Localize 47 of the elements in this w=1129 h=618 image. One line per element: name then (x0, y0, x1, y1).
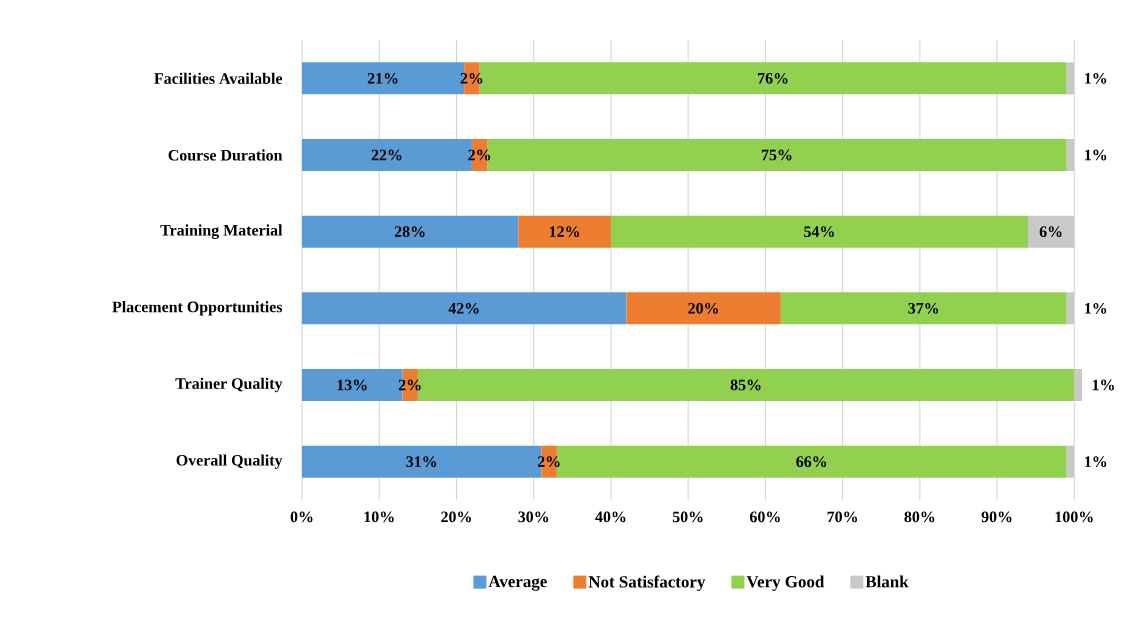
data-label: 1% (1085, 456, 1107, 468)
data-label: 85% (730, 379, 761, 391)
data-label: 1% (1085, 149, 1107, 161)
bar (518, 215, 611, 248)
x-tick-label: 100% (1055, 511, 1093, 523)
data-label: 1% (1085, 302, 1107, 314)
y-tick-label: Placement Opportunities (112, 301, 283, 316)
x-tick-label: 0% (290, 511, 313, 523)
legend-label: Blank (865, 575, 909, 588)
legend-label: Average (488, 575, 547, 591)
data-label: 54% (804, 226, 834, 238)
data-label: 31% (406, 456, 437, 468)
data-label: 37% (908, 302, 939, 314)
data-label: 76% (758, 72, 788, 84)
legend-label: Not Satisfactory (588, 575, 706, 592)
x-tick-label: 80% (904, 511, 935, 523)
x-tick-label: 70% (827, 511, 858, 523)
data-label: 75% (761, 149, 792, 161)
x-tick-label: 50% (672, 511, 703, 523)
x-tick-label: 60% (749, 511, 780, 523)
y-tick-label: Course Duration (168, 149, 283, 161)
data-label: 13% (337, 379, 367, 391)
data-label: 6% (1039, 226, 1062, 238)
data-label: 42% (448, 302, 479, 314)
bar (780, 292, 1067, 325)
data-label: 1% (1092, 379, 1114, 391)
y-tick-label: Facilities Available (154, 72, 283, 84)
bar (610, 215, 1028, 248)
data-label: 66% (796, 456, 827, 468)
x-tick-label: 20% (441, 511, 471, 523)
y-tick-label: Overall Quality (176, 454, 283, 469)
data-label: 28% (394, 226, 425, 238)
y-tick-label: Training Material (160, 224, 283, 239)
legend-label: Very Good (746, 575, 825, 591)
bar (626, 292, 781, 325)
x-tick-label: 90% (981, 511, 1012, 523)
data-label: 1% (1085, 72, 1107, 84)
bar (302, 215, 519, 248)
x-tick-label: 30% (518, 511, 549, 523)
x-tick-label: 10% (364, 511, 394, 523)
data-label: 12% (549, 226, 580, 238)
y-tick-label: Trainer Quality (175, 377, 283, 393)
data-label: 21% (367, 72, 398, 84)
data-label: 20% (688, 302, 719, 314)
bar (302, 292, 627, 325)
data-label: 22% (371, 149, 402, 161)
x-tick-label: 40% (595, 511, 626, 523)
